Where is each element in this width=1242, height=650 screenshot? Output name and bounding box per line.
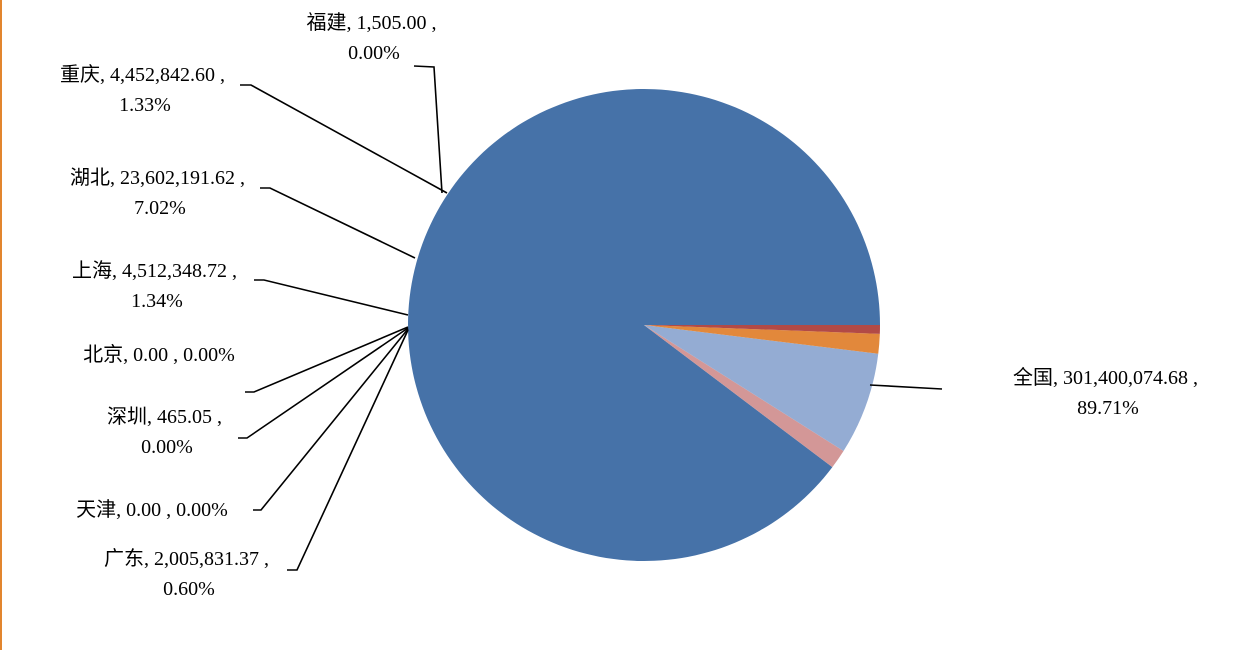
leader-line-广东: [287, 329, 409, 571]
leader-line-福建: [413, 65, 443, 194]
leader-line-深圳: [238, 327, 409, 439]
label-重庆: 重庆, 4,452,842.60 , 1.33%: [60, 63, 230, 116]
pie-slices: [407, 88, 880, 562]
leader-line-上海: [254, 279, 409, 316]
leader-line-天津: [253, 328, 409, 511]
label-广东: 广东, 2,005,831.37 , 0.60%: [104, 547, 274, 600]
data-labels: 全国, 301,400,074.68 , 89.71% 福建, 1,505.00…: [60, 11, 1203, 600]
label-福建: 福建, 1,505.00 , 0.00%: [307, 11, 442, 64]
pie-slice-湖北: [644, 325, 879, 452]
leader-lines: [238, 65, 943, 571]
label-天津: 天津, 0.00 , 0.00%: [76, 498, 228, 521]
leader-line-重庆: [240, 84, 448, 194]
leader-line-北京: [245, 326, 409, 393]
leader-line-全国: [869, 384, 943, 390]
label-全国: 全国, 301,400,074.68 , 89.71%: [1013, 366, 1203, 419]
label-北京: 北京, 0.00 , 0.00%: [83, 343, 235, 366]
pie-slice-福建: [644, 325, 833, 468]
pie-slice-深圳: [644, 325, 880, 334]
label-湖北: 湖北, 23,602,191.62 , 7.02%: [70, 166, 250, 219]
pie-slice-广东: [644, 325, 880, 334]
pie-slice-上海: [644, 325, 880, 354]
label-上海: 上海, 4,512,348.72 , 1.34%: [72, 259, 242, 312]
pie-slice-重庆: [644, 325, 844, 468]
leader-line-湖北: [260, 187, 416, 259]
label-深圳: 深圳, 465.05 , 0.00%: [107, 405, 227, 458]
